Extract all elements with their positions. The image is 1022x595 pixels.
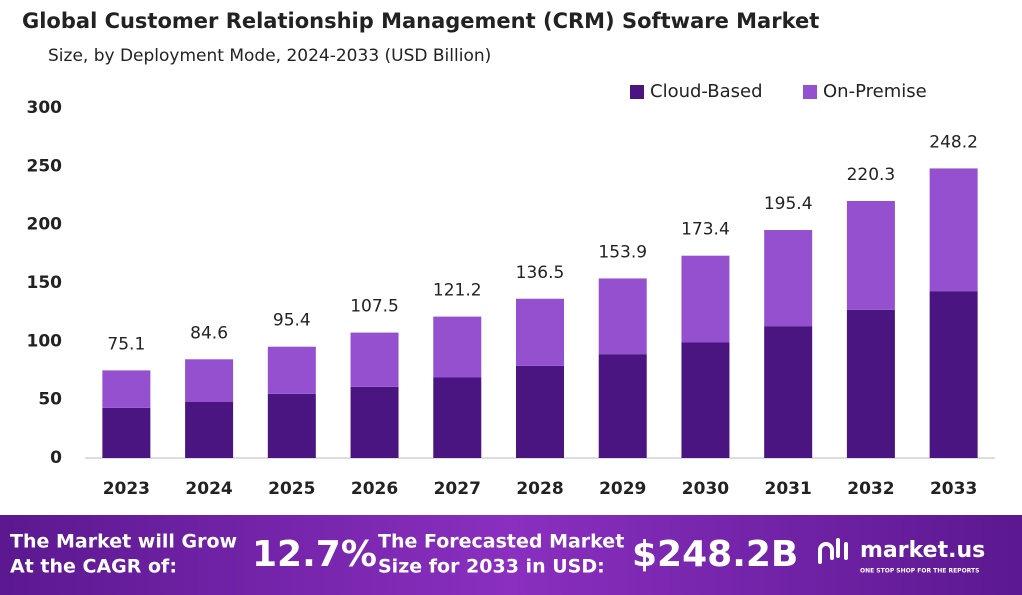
y-tick-label: 200 bbox=[27, 215, 63, 235]
legend-swatch bbox=[803, 85, 817, 99]
total-label: 107.5 bbox=[350, 297, 399, 317]
total-label: 84.6 bbox=[190, 323, 228, 343]
x-tick-label: 2028 bbox=[516, 479, 563, 499]
total-label: 153.9 bbox=[598, 242, 647, 262]
total-label: 220.3 bbox=[847, 165, 896, 185]
forecast-text: Size for 2033 in USD: bbox=[378, 556, 605, 578]
x-tick-label: 2030 bbox=[682, 479, 729, 499]
bar-segment bbox=[267, 393, 316, 458]
bar-segment bbox=[350, 332, 399, 387]
y-tick-label: 50 bbox=[38, 390, 62, 410]
logo bbox=[818, 538, 848, 564]
x-tick-label: 2024 bbox=[185, 479, 232, 499]
bar-segment bbox=[681, 255, 730, 343]
x-tick-label: 2032 bbox=[847, 479, 894, 499]
legend-label: Cloud-Based bbox=[650, 81, 763, 102]
cagr-text: The Market will Grow bbox=[10, 531, 237, 553]
bar-segment bbox=[516, 298, 564, 366]
bar-segment bbox=[516, 365, 564, 458]
bar-segment bbox=[102, 370, 151, 408]
total-label: 195.4 bbox=[764, 194, 813, 214]
x-tick-label: 2027 bbox=[434, 479, 481, 499]
x-tick-label: 2029 bbox=[599, 479, 646, 499]
total-label: 95.4 bbox=[273, 311, 311, 331]
legend-label: On-Premise bbox=[823, 81, 927, 102]
banner bbox=[0, 515, 1022, 595]
bar-segment bbox=[185, 402, 234, 458]
legend-swatch bbox=[630, 85, 644, 99]
bar-segment bbox=[433, 377, 482, 458]
total-label: 75.1 bbox=[107, 334, 145, 354]
x-tick-label: 2033 bbox=[930, 479, 977, 499]
total-label: 136.5 bbox=[516, 263, 565, 283]
y-tick-label: 100 bbox=[27, 331, 63, 351]
forecast-text: The Forecasted Market bbox=[378, 531, 624, 553]
total-label: 248.2 bbox=[929, 132, 978, 152]
bar-segment bbox=[598, 354, 647, 458]
bar-segment bbox=[846, 309, 895, 458]
chart-subtitle: Size, by Deployment Mode, 2024-2033 (USD… bbox=[48, 46, 491, 66]
cagr-text: At the CAGR of: bbox=[10, 556, 177, 578]
total-label: 121.2 bbox=[433, 281, 482, 301]
y-tick-label: 250 bbox=[27, 156, 63, 176]
x-tick-label: 2023 bbox=[103, 479, 150, 499]
bar-segment bbox=[185, 359, 234, 402]
chart-title: Global Customer Relationship Management … bbox=[22, 9, 819, 33]
bar-segment bbox=[681, 342, 730, 458]
bar-segment bbox=[267, 346, 316, 394]
bar-segment bbox=[598, 278, 647, 355]
y-tick-label: 150 bbox=[27, 273, 63, 293]
bar-segment bbox=[929, 291, 978, 458]
y-tick-label: 300 bbox=[27, 98, 63, 118]
bar-segment bbox=[764, 230, 813, 327]
x-tick-label: 2025 bbox=[268, 479, 315, 499]
bar-segment bbox=[102, 407, 151, 458]
forecast-value: $248.2B bbox=[632, 534, 798, 575]
x-tick-label: 2026 bbox=[351, 479, 398, 499]
bar-segment bbox=[929, 168, 978, 292]
brand: market.us bbox=[860, 538, 985, 563]
x-tick-label: 2031 bbox=[765, 479, 812, 499]
cagr-value: 12.7% bbox=[252, 534, 377, 575]
total-label: 173.4 bbox=[681, 220, 730, 240]
tagline: ONE STOP SHOP FOR THE REPORTS bbox=[860, 568, 979, 575]
bar-segment bbox=[433, 316, 482, 378]
bar-segment bbox=[764, 326, 813, 458]
bar-segment bbox=[846, 200, 895, 310]
bar-segment bbox=[350, 386, 399, 458]
y-tick-label: 0 bbox=[50, 448, 62, 468]
